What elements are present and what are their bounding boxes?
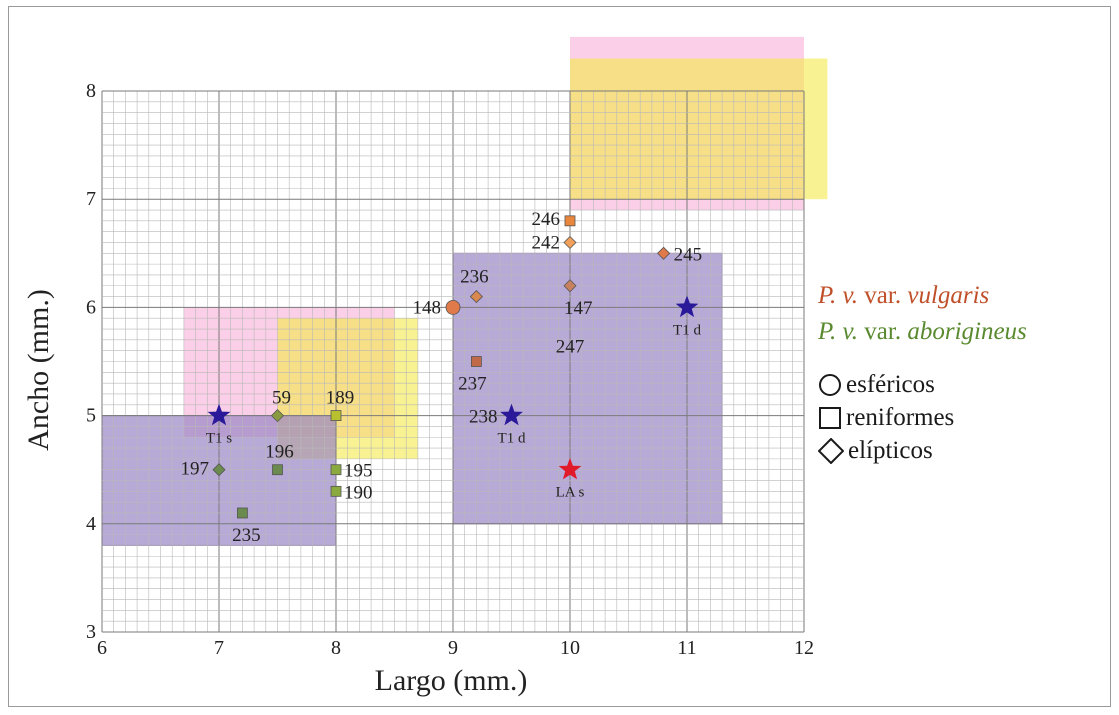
point-label: 147 xyxy=(564,298,593,319)
x-tick-label: 8 xyxy=(331,637,341,659)
point-59-diamond xyxy=(270,409,285,423)
region-5 xyxy=(452,252,723,525)
circle-icon xyxy=(819,373,841,396)
x-tick-label: 11 xyxy=(677,637,696,659)
point-label: 236 xyxy=(460,267,489,288)
point-star-16 xyxy=(675,295,699,318)
x-tick-label: 6 xyxy=(97,637,107,659)
point-189-square xyxy=(330,410,342,422)
point-237-square xyxy=(470,356,482,367)
marks-layer xyxy=(207,215,699,519)
x-axis-label: Largo (mm.) xyxy=(375,664,528,697)
star-label: T1 d xyxy=(498,431,526,447)
point-label: 197 xyxy=(181,459,210,480)
star-label: LA s xyxy=(556,485,585,501)
y-tick-label: 4 xyxy=(86,513,96,535)
y-tick-label: 3 xyxy=(86,621,96,643)
legend-diamond-label: elípticos xyxy=(848,436,933,464)
point-label: 196 xyxy=(265,442,294,463)
y-tick-label: 8 xyxy=(86,80,96,102)
point-label: 189 xyxy=(326,388,355,409)
legend-circle-label: esféricos xyxy=(846,370,935,398)
point-star-15 xyxy=(500,403,523,426)
x-tick-label: 10 xyxy=(560,637,580,659)
legend-aborigineus-var: var. xyxy=(864,318,902,345)
extra-label: 238 xyxy=(469,407,498,428)
star-label: T1 d xyxy=(673,322,701,338)
point-235-square xyxy=(236,507,248,519)
point-label: 59 xyxy=(272,388,291,409)
legend-aborigineus-species: P. v. xyxy=(818,318,859,345)
point-label: 195 xyxy=(344,461,373,482)
diamond-icon xyxy=(818,437,844,464)
point-label: 235 xyxy=(232,525,261,546)
point-label: 190 xyxy=(344,482,373,503)
star-label: T1 s xyxy=(206,431,232,447)
square-icon xyxy=(819,406,841,429)
point-245-diamond xyxy=(657,246,671,260)
y-tick-label: 5 xyxy=(86,405,96,427)
grid-layer xyxy=(101,90,805,633)
extra-label: 247 xyxy=(556,336,585,357)
point-246-square xyxy=(564,215,576,227)
y-tick-label: 7 xyxy=(86,188,96,210)
legend-aborigineus-text: P. v. var. aborigineus xyxy=(818,314,1027,350)
point-star-17 xyxy=(558,457,582,480)
point-147-diamond xyxy=(563,279,577,293)
legend-aborigineus: P. v. var. aborigineus xyxy=(818,314,1027,350)
point-242-diamond xyxy=(563,235,577,250)
point-190-square xyxy=(330,485,342,497)
point-197-diamond xyxy=(212,463,226,477)
legend-aborigineus-name: aborigineus xyxy=(907,318,1027,345)
point-236-diamond xyxy=(469,290,483,304)
point-label: 242 xyxy=(532,232,561,253)
legend-vulgaris-var: var. xyxy=(864,282,902,309)
x-tick-label: 7 xyxy=(214,637,224,659)
legend-square-row: reniformes xyxy=(818,401,954,434)
legend-vulgaris-name: vulgaris xyxy=(907,282,990,309)
figure-frame xyxy=(8,6,1111,707)
point-148-circle xyxy=(445,299,461,315)
legend-vulgaris-species: P. v. xyxy=(818,282,859,309)
legend-square-label: reniformes xyxy=(846,403,955,431)
point-star-14 xyxy=(207,403,231,426)
point-196-square xyxy=(272,464,283,476)
point-label: 237 xyxy=(458,374,487,395)
y-axis-label: Ancho (mm.) xyxy=(22,289,55,451)
shape-legend: esféricos reniformes elípticos xyxy=(818,368,954,467)
legend-vulgaris: P. v. var. vulgaris xyxy=(818,278,989,314)
legend-circle-row: esféricos xyxy=(818,368,954,401)
legend-vulgaris-text: P. v. var. vulgaris xyxy=(818,278,989,314)
point-label: 148 xyxy=(413,297,442,318)
point-195-square xyxy=(330,464,342,476)
point-label: 245 xyxy=(674,244,703,265)
x-tick-label: 12 xyxy=(794,637,814,659)
y-tick-label: 6 xyxy=(86,296,96,318)
point-label: 246 xyxy=(532,209,561,230)
x-tick-label: 9 xyxy=(448,637,458,659)
legend-diamond-row: elípticos xyxy=(818,434,954,467)
